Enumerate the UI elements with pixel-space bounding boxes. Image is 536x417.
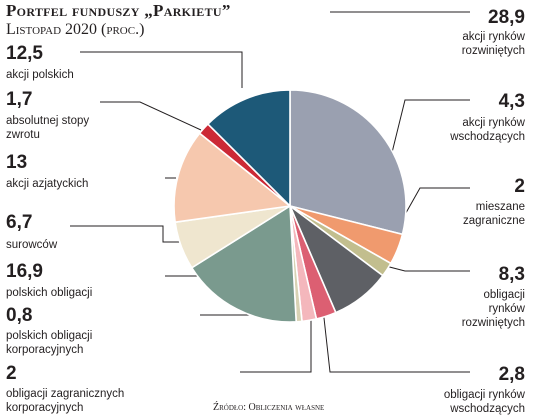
slice-category-label: obligacji rynków wschodzących: [443, 389, 525, 415]
slice-value-label: 16,9: [6, 261, 43, 282]
chart-title: Portfel funduszy „Parkietu”: [6, 1, 231, 20]
leader-line: [100, 101, 202, 131]
slice-value-label: 2,8: [498, 364, 525, 385]
pie-slices: [173, 89, 407, 323]
slice-value-label: 1,7: [6, 89, 33, 110]
slice-category-label: polskich obligacji korporacyjnych: [6, 330, 93, 356]
leader-line: [321, 299, 470, 373]
slice-value-label: 8,3: [498, 264, 525, 285]
slice-category-label: surowców: [6, 239, 58, 251]
slice-value-label: 6,7: [6, 212, 33, 233]
slice-value-label: 2: [514, 176, 525, 197]
leader-line: [70, 225, 181, 243]
slice-category-label: obligacji zagranicznych korporacyjnych: [6, 388, 125, 414]
slice-value-label: 2: [6, 363, 17, 384]
slice-category-label: akcji polskich: [6, 69, 74, 81]
slice-category-label: obligacji rynków rozwiniętych: [461, 289, 525, 329]
source-note: Źródło: Obliczenia własne: [213, 402, 325, 413]
pie-slice: [289, 89, 407, 236]
leader-line: [80, 51, 243, 88]
slice-category-label: mieszane zagraniczne: [462, 201, 525, 227]
pie-slice: [190, 204, 298, 323]
pie-slice: [173, 132, 292, 224]
slice-category-label: polskich obligacji: [6, 287, 93, 299]
pie-slice: [206, 89, 291, 208]
leader-line: [240, 304, 312, 373]
slice-value-label: 13: [6, 152, 28, 173]
chart-subtitle: Listopad 2020 (proc.): [6, 21, 145, 38]
leader-line: [397, 187, 470, 228]
slice-value-label: 0,8: [6, 305, 33, 326]
slice-category-label: akcji rynków wschodzących: [450, 117, 525, 143]
slice-category-label: akcji rynków rozwiniętych: [461, 31, 525, 57]
slice-category-label: absolutnej stopy zwrotu: [6, 115, 90, 141]
slice-value-label: 12,5: [6, 43, 43, 64]
slice-category-label: akcji azjatyckich: [6, 178, 89, 190]
slice-value-label: 28,9: [488, 7, 525, 28]
slice-value-label: 4,3: [498, 91, 525, 112]
